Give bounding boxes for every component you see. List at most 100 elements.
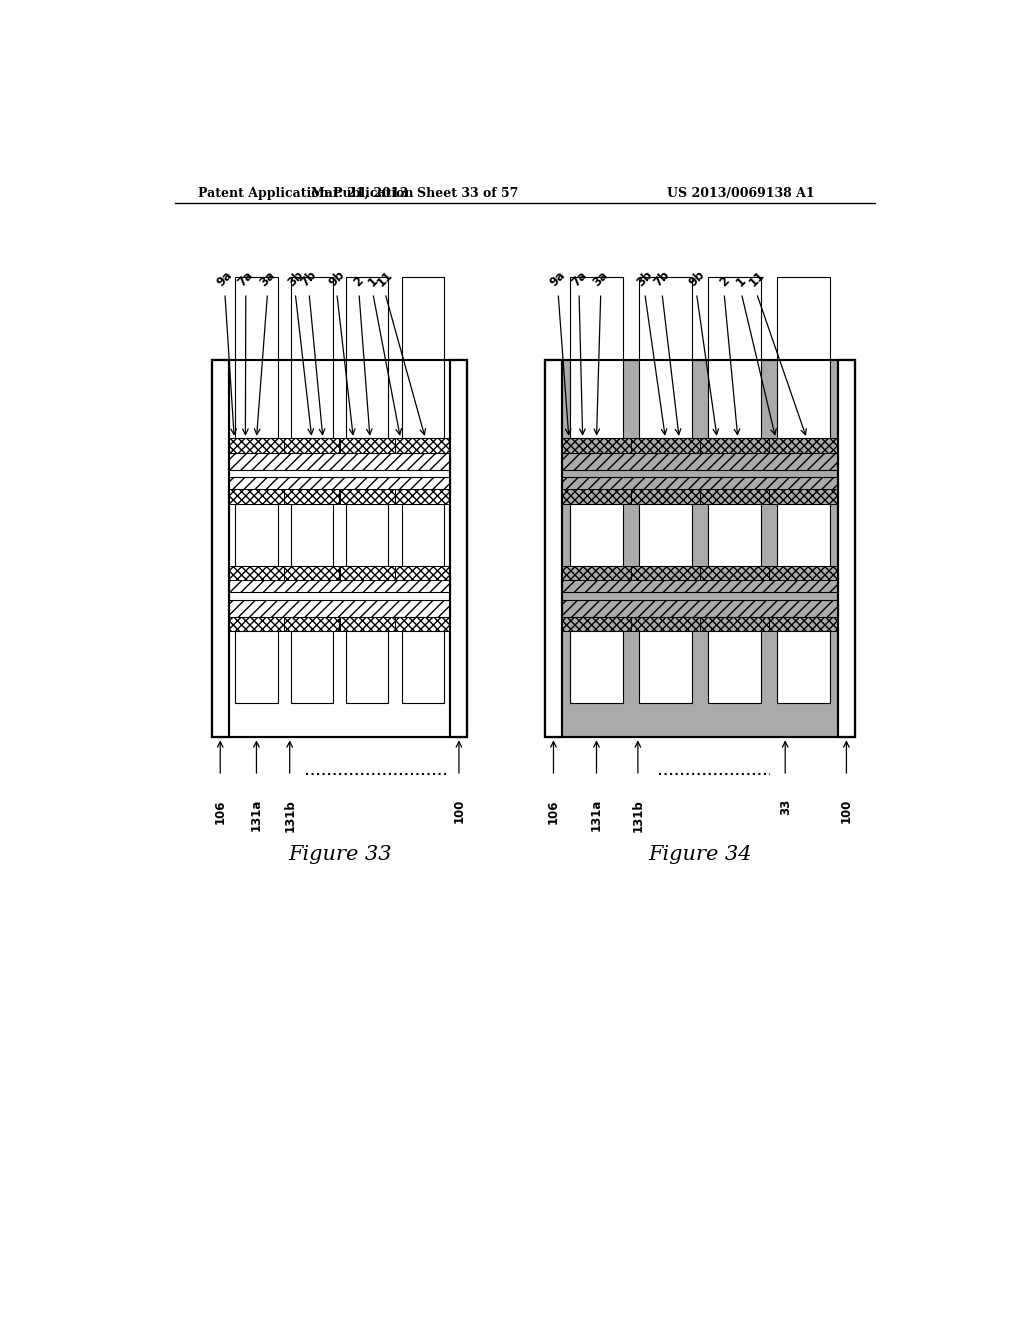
Bar — [777, 503, 829, 566]
Bar — [236, 631, 278, 704]
Bar — [212, 360, 467, 738]
Bar — [700, 438, 768, 453]
Bar — [229, 438, 284, 453]
Text: 131a: 131a — [250, 799, 263, 832]
Bar — [212, 360, 467, 738]
Bar — [632, 616, 699, 631]
Text: 1: 1 — [734, 275, 749, 289]
Text: Patent Application Publication: Patent Application Publication — [198, 186, 414, 199]
Bar — [401, 503, 443, 566]
Bar — [639, 631, 691, 704]
Text: 9a: 9a — [215, 268, 236, 289]
Bar — [291, 631, 333, 704]
Text: 9b: 9b — [686, 268, 707, 289]
Bar — [229, 566, 284, 579]
Text: 2: 2 — [351, 275, 367, 289]
Bar — [562, 477, 838, 494]
Bar — [639, 277, 691, 438]
Bar — [340, 490, 394, 503]
Bar — [401, 631, 443, 704]
Text: 7b: 7b — [299, 268, 319, 289]
Bar — [236, 503, 278, 566]
Text: 11: 11 — [375, 268, 395, 289]
Bar — [401, 277, 443, 438]
Bar — [228, 453, 451, 470]
Bar — [632, 490, 699, 503]
Text: 100: 100 — [453, 799, 466, 824]
Bar — [228, 599, 451, 616]
Bar — [562, 566, 631, 579]
Text: 3a: 3a — [591, 269, 611, 289]
Bar — [562, 616, 631, 631]
Text: 7a: 7a — [568, 269, 590, 289]
Bar — [340, 438, 394, 453]
Bar — [700, 490, 768, 503]
Bar — [709, 503, 761, 566]
Bar — [346, 631, 388, 704]
Bar — [700, 616, 768, 631]
Bar — [291, 277, 333, 438]
Text: US 2013/0069138 A1: US 2013/0069138 A1 — [667, 186, 814, 199]
Text: 106: 106 — [214, 799, 226, 824]
Text: 131b: 131b — [284, 799, 296, 832]
Bar — [709, 277, 761, 438]
Bar — [709, 631, 761, 704]
Bar — [562, 453, 838, 470]
Bar — [570, 277, 623, 438]
Bar — [769, 490, 838, 503]
Text: 11: 11 — [746, 268, 767, 289]
Text: 131b: 131b — [632, 799, 644, 832]
Bar — [212, 360, 228, 738]
Bar — [570, 631, 623, 704]
Bar — [545, 360, 562, 738]
Bar — [236, 277, 278, 438]
Text: 33: 33 — [778, 799, 792, 816]
Bar — [229, 490, 284, 503]
Text: Mar. 21, 2013  Sheet 33 of 57: Mar. 21, 2013 Sheet 33 of 57 — [311, 186, 518, 199]
Text: 9a: 9a — [548, 268, 568, 289]
Bar — [562, 576, 838, 593]
Bar — [769, 616, 838, 631]
Bar — [562, 490, 631, 503]
Text: 3b: 3b — [634, 268, 655, 289]
Bar — [769, 438, 838, 453]
Text: 3b: 3b — [285, 268, 306, 289]
Bar — [700, 566, 768, 579]
Text: 1: 1 — [366, 275, 380, 289]
Text: 106: 106 — [547, 799, 560, 824]
Bar — [838, 360, 855, 738]
Bar — [562, 599, 838, 616]
Bar — [395, 490, 451, 503]
Bar — [570, 503, 623, 566]
Bar — [285, 438, 339, 453]
Text: 131a: 131a — [590, 799, 603, 832]
Bar — [228, 576, 451, 593]
Bar — [340, 566, 394, 579]
Bar — [395, 438, 451, 453]
Text: 3a: 3a — [257, 269, 278, 289]
Text: 7b: 7b — [651, 268, 673, 289]
Bar — [545, 360, 562, 738]
Bar — [777, 277, 829, 438]
Bar — [395, 566, 451, 579]
Bar — [228, 477, 451, 494]
Text: 2: 2 — [717, 275, 731, 289]
Bar — [451, 360, 467, 738]
Bar — [229, 616, 284, 631]
Bar — [632, 438, 699, 453]
Bar — [545, 360, 855, 738]
Bar — [562, 438, 631, 453]
Bar — [777, 631, 829, 704]
Bar — [395, 616, 451, 631]
Bar — [632, 566, 699, 579]
Bar — [451, 360, 467, 738]
Bar — [285, 566, 339, 579]
Bar — [285, 616, 339, 631]
Bar — [838, 360, 855, 738]
Bar — [346, 277, 388, 438]
Bar — [340, 616, 394, 631]
Text: Figure 34: Figure 34 — [648, 845, 752, 865]
Bar — [291, 503, 333, 566]
Bar — [769, 566, 838, 579]
Text: 9b: 9b — [327, 268, 347, 289]
